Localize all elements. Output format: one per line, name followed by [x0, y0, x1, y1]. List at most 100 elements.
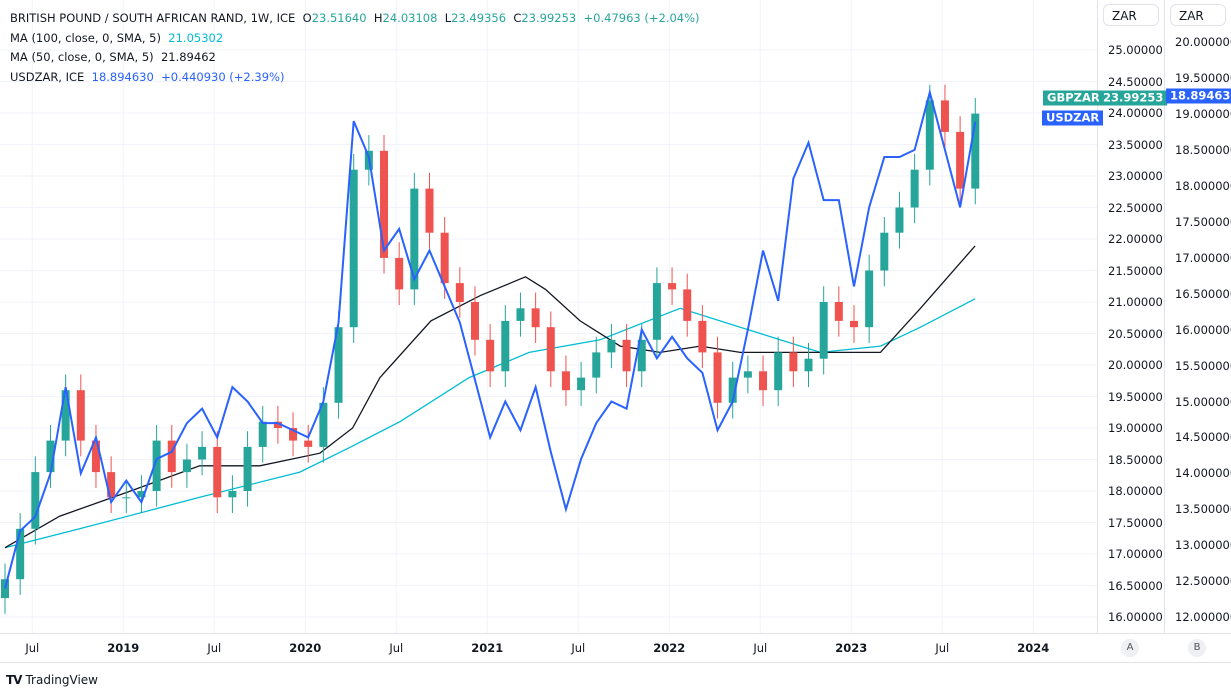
- axis-a-tick-label: 21.50000: [1108, 263, 1163, 278]
- candle-body: [152, 440, 161, 491]
- axis-a-auto-button[interactable]: A: [1121, 639, 1139, 657]
- axis-b-unit-button[interactable]: ZAR: [1170, 4, 1226, 26]
- logo-text: TradingView: [25, 673, 98, 687]
- axis-a-tick-label: 18.00000: [1108, 484, 1163, 498]
- high-label: H: [373, 11, 383, 25]
- candle-body: [61, 390, 70, 441]
- candle-body: [501, 320, 510, 372]
- tradingview-logo[interactable]: TV TradingView: [6, 673, 98, 687]
- candle-body: [819, 302, 828, 359]
- candle-body: [167, 440, 176, 473]
- legend-usdzar-row[interactable]: USDZAR, ICE 18.894630 +0.440930 (+2.39%): [10, 68, 700, 88]
- candle-body: [577, 377, 586, 391]
- candle-body: [516, 308, 525, 321]
- candle-body: [668, 283, 677, 290]
- axis-a-tick-label: 25.00000: [1108, 43, 1163, 57]
- candle-body: [410, 188, 419, 290]
- candle-body: [895, 207, 904, 233]
- candle-body: [243, 446, 252, 491]
- candle-body: [76, 390, 85, 441]
- candle-body: [258, 421, 267, 447]
- axis-b-tick-label: 20.000000: [1175, 35, 1231, 49]
- candle-body: [395, 257, 404, 290]
- candle-body: [910, 169, 919, 208]
- legend-ma50-row[interactable]: MA (50, close, 0, SMA, 5) 21.89462: [10, 48, 700, 68]
- time-axis[interactable]: A B Jul 2019 Jul 2020 Jul 2021 Jul 2022 Jul 2023 J…: [0, 633, 1231, 663]
- axis-a-tick-label: 20.50000: [1108, 326, 1163, 341]
- gbpzar-price-tag: 23.99253: [1099, 90, 1168, 106]
- axis-b-tick-label: 12.500000: [1175, 574, 1231, 589]
- legend-ma100-row[interactable]: MA (100, close, 0, SMA, 5) 21.05302: [10, 29, 700, 49]
- candle-body: [486, 339, 495, 372]
- candle-body: [31, 472, 40, 529]
- axis-a-tick-label: 20.00000: [1108, 358, 1163, 372]
- time-tick-label: Jul: [25, 641, 40, 655]
- price-axis-a[interactable]: ZAR 25.00000 24.50000 24.00000 23.50000 23.0…: [1097, 0, 1165, 633]
- close-label: C: [513, 11, 522, 25]
- axis-a-tick-label: 19.00000: [1108, 421, 1163, 435]
- candle-body: [455, 283, 464, 302]
- time-tick-label: 2023: [835, 641, 868, 655]
- candle-body: [470, 302, 479, 340]
- close-value: 23.99253: [521, 11, 577, 25]
- candle-body: [698, 320, 707, 353]
- price-chart[interactable]: [0, 0, 1097, 633]
- axis-a-tick-label: 24.50000: [1108, 74, 1163, 89]
- candle-body: [971, 113, 980, 189]
- candle-body: [228, 491, 237, 498]
- candle-body: [531, 308, 540, 328]
- low-value: 23.49356: [451, 11, 507, 25]
- axis-b-tick-label: 14.500000: [1175, 430, 1231, 445]
- candle-body: [182, 459, 191, 473]
- candle-body: [546, 327, 555, 372]
- gbpzar-name-tag: GBPZAR: [1043, 90, 1104, 106]
- ma50-value: 21.89462: [160, 50, 216, 64]
- candle-body: [122, 497, 131, 499]
- axis-a-tick-label: 17.00000: [1108, 547, 1163, 561]
- axis-b-tick-label: 16.000000: [1175, 322, 1231, 337]
- candle-body: [622, 339, 631, 372]
- candle-body: [865, 270, 874, 328]
- axis-a-tick-label: 16.00000: [1108, 610, 1163, 624]
- candle-body: [319, 402, 328, 447]
- axis-a-unit-button[interactable]: ZAR: [1103, 4, 1159, 26]
- tradingview-logo-icon: TV: [6, 673, 23, 687]
- candle-body: [607, 339, 616, 353]
- candle-body: [380, 150, 389, 258]
- axis-b-tick-label: 17.000000: [1175, 250, 1231, 265]
- candle-body: [956, 131, 965, 189]
- ma100-label: MA (100, close, 0, SMA, 5): [10, 30, 161, 45]
- usdzar-change: +0.440930 (+2.39%): [161, 69, 285, 84]
- axis-b-tick-label: 15.500000: [1175, 358, 1231, 373]
- usdzar-line: [4, 88, 977, 589]
- usdzar-label: USDZAR, ICE: [10, 69, 85, 84]
- candle-body: [637, 339, 646, 372]
- candle-body: [774, 352, 783, 391]
- ma50-label: MA (50, close, 0, SMA, 5): [10, 50, 154, 64]
- candle-body: [834, 302, 843, 321]
- change-value: +0.47963 (+2.04%): [583, 11, 700, 25]
- candle-body: [652, 283, 661, 340]
- candle-body: [592, 352, 601, 378]
- time-tick-label: Jul: [935, 641, 950, 655]
- axis-b-auto-button[interactable]: B: [1188, 639, 1206, 657]
- candle-body: [16, 528, 25, 580]
- candle-body: [940, 100, 949, 132]
- usdzar-value: 18.894630: [91, 69, 154, 84]
- legend-symbol-row[interactable]: BRITISH POUND / SOUTH AFRICAN RAND, 1W, …: [10, 9, 700, 29]
- price-axis-b[interactable]: ZAR 20.000000 19.500000 19.000000 18.500000…: [1164, 0, 1231, 633]
- axis-a-tick-label: 16.50000: [1108, 578, 1163, 593]
- open-label: O: [302, 11, 312, 25]
- candle-body: [273, 421, 282, 428]
- candle-body: [137, 491, 146, 498]
- axis-a-tick-label: 23.50000: [1108, 137, 1163, 152]
- candle-body: [759, 371, 768, 391]
- axis-a-tick-label: 17.50000: [1108, 515, 1163, 530]
- time-tick-label: 2022: [653, 641, 686, 655]
- axis-b-tick-label: 17.500000: [1175, 214, 1231, 229]
- candle-body: [804, 358, 813, 372]
- axis-b-tick-label: 13.000000: [1175, 538, 1231, 553]
- candle-body: [440, 232, 449, 284]
- candle-body: [46, 440, 55, 473]
- candle-body: [213, 446, 222, 498]
